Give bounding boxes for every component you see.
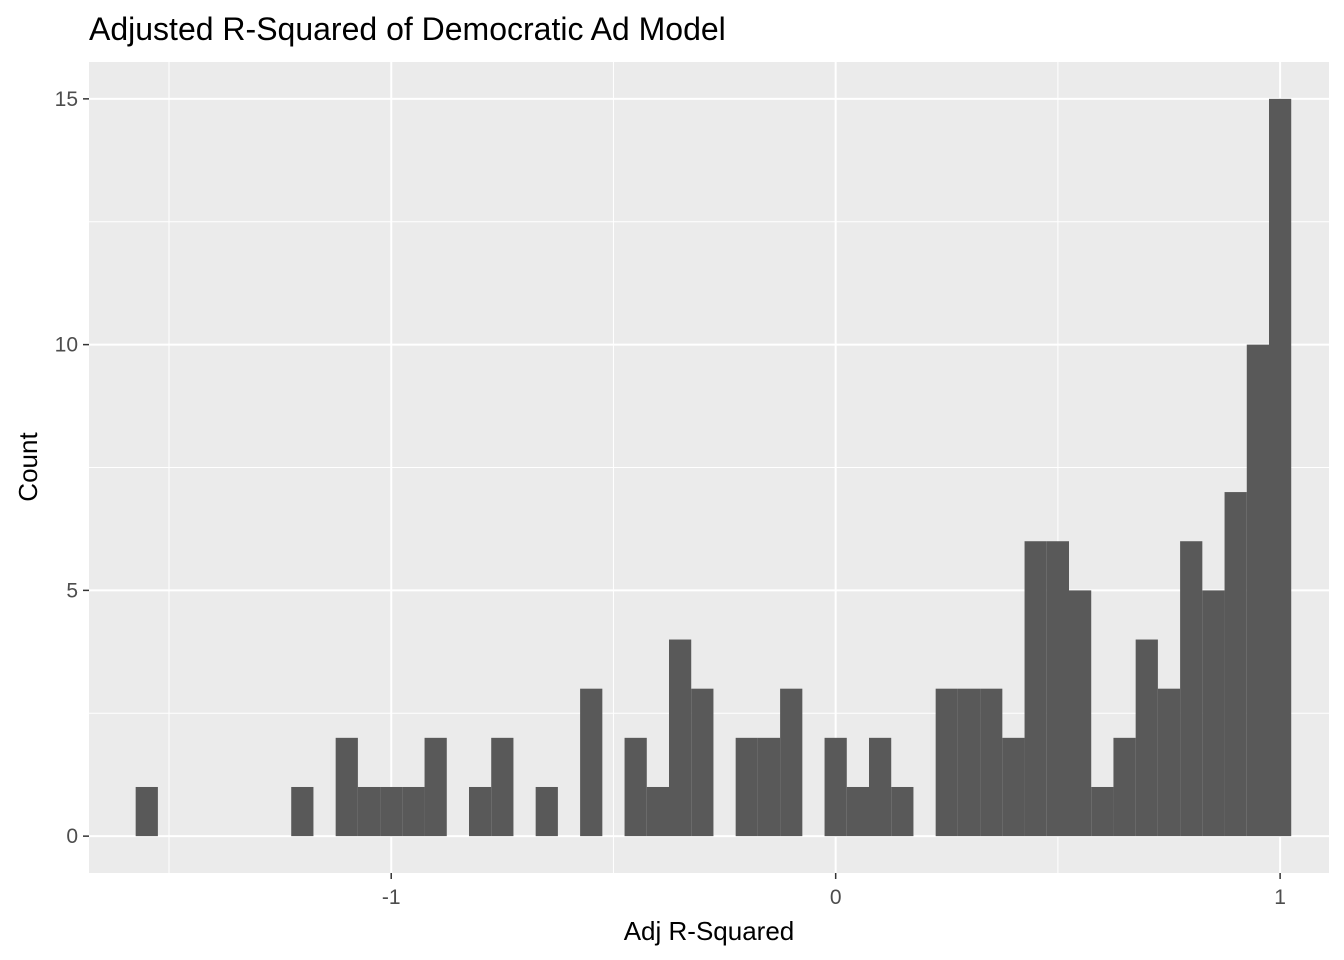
- histogram-bar: [1091, 786, 1114, 837]
- histogram-bar: [624, 737, 647, 837]
- histogram-bar: [1135, 639, 1158, 837]
- y-tick-label: 5: [66, 579, 78, 602]
- histogram-bar: [1224, 492, 1247, 837]
- histogram-bar: [935, 688, 958, 837]
- histogram-bar: [780, 688, 803, 837]
- histogram-bar: [1269, 98, 1292, 837]
- histogram-bar: [1180, 541, 1203, 837]
- histogram-bar: [491, 737, 514, 837]
- histogram-bar: [735, 737, 758, 837]
- histogram-bar: [869, 737, 892, 837]
- histogram-bar: [1002, 737, 1025, 837]
- histogram-bar: [669, 639, 692, 837]
- histogram-bar: [824, 737, 847, 837]
- histogram-bar: [357, 786, 381, 837]
- histogram-bar: [291, 786, 314, 837]
- y-tick-label: 0: [66, 825, 78, 848]
- histogram-bar: [691, 688, 714, 837]
- x-axis: -1 0 1: [382, 873, 1286, 909]
- x-tick-label: -1: [382, 886, 401, 909]
- chart-title: Adjusted R-Squared of Democratic Ad Mode…: [89, 11, 726, 47]
- histogram-bar: [980, 688, 1003, 837]
- histogram-bar: [1069, 590, 1092, 837]
- x-tick-label: 0: [830, 886, 842, 909]
- x-tick-label: 1: [1274, 886, 1286, 909]
- y-tick-label: 10: [55, 334, 78, 357]
- histogram-bar: [335, 737, 358, 837]
- histogram-bar: [402, 786, 425, 837]
- histogram-bar: [1024, 541, 1047, 837]
- histogram-bar: [469, 786, 492, 837]
- histogram-bar: [846, 786, 869, 837]
- histogram-bar: [646, 786, 669, 837]
- histogram-bar: [957, 688, 981, 837]
- histogram-bar: [757, 737, 781, 837]
- histogram-bar: [1202, 590, 1225, 837]
- histogram-bar: [380, 786, 403, 837]
- y-axis: 0 5 10 15: [55, 88, 89, 848]
- histogram-bar: [424, 737, 447, 837]
- histogram-bar: [135, 786, 158, 837]
- histogram-bar: [1046, 541, 1069, 837]
- histogram-bar: [891, 786, 914, 837]
- histogram-bar: [1113, 737, 1136, 837]
- histogram-bars: [135, 98, 1292, 837]
- y-tick-label: 15: [55, 88, 78, 111]
- histogram-bar: [1246, 344, 1269, 837]
- histogram-bar: [1157, 688, 1181, 837]
- x-axis-title: Adj R-Squared: [624, 916, 795, 946]
- histogram-bar: [535, 786, 558, 837]
- histogram-bar: [580, 688, 603, 837]
- y-axis-title: Count: [13, 432, 43, 502]
